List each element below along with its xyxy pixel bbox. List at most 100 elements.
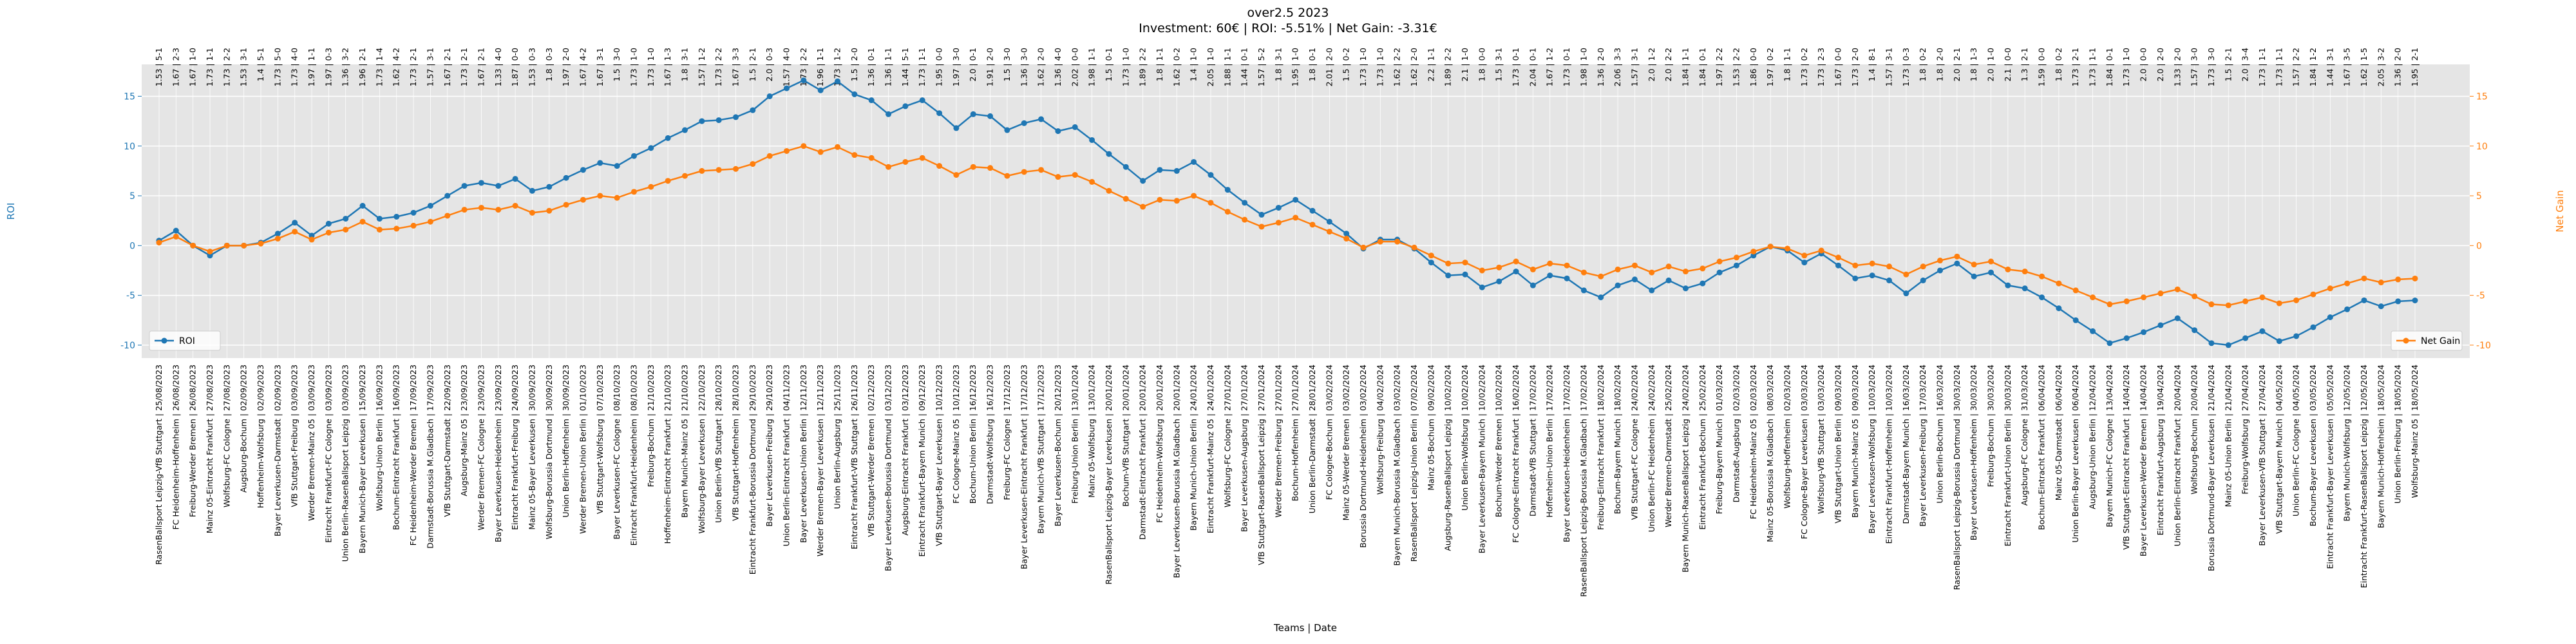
top-tick-label: 1.73 | 2-1 — [2070, 48, 2080, 86]
point — [2259, 328, 2266, 334]
x-tick-label: Werder Bremen-Mainz 05 | 03/09/2023 — [307, 365, 316, 521]
x-tick-label: RasenBallsport Leipzig-Union Berlin | 07… — [1409, 365, 1419, 562]
point — [1496, 278, 1502, 285]
point — [2174, 286, 2181, 292]
top-tick-label: 1.57 | 4-0 — [782, 48, 791, 86]
x-tick-label: Union Berlin-VfB Stuttgart | 28/10/2023 — [714, 365, 723, 523]
top-tick-label: 1.67 | 2-1 — [442, 48, 452, 86]
point — [1615, 282, 1621, 289]
x-tick-label: Wolfsburg-Borussia Dortmund | 30/09/2023 — [544, 365, 554, 539]
point — [461, 183, 468, 189]
point — [2225, 342, 2231, 348]
x-tick-label: RasenBallsport Leipzig-Borussia Dortmund… — [1952, 365, 1962, 590]
top-tick-label: 1.98 | 1-0 — [1578, 48, 1588, 86]
x-tick-label: FC Heidenheim-Werder Bremen | 17/09/2023 — [408, 365, 418, 545]
point — [2039, 273, 2045, 279]
x-tick-label: Werder Bremen-Freiburg | 27/01/2024 — [1273, 365, 1283, 518]
y-tick-label: 5 — [129, 191, 135, 202]
point — [1767, 243, 1774, 250]
point — [2157, 322, 2164, 328]
x-tick-label: Werder Bremen-FC Cologne | 23/09/2023 — [476, 365, 486, 531]
point — [2208, 340, 2215, 346]
x-tick-label: Bayern Munich-Hoffenheim | 18/05/2024 — [2376, 365, 2385, 528]
top-tick-label: 1.67 | 3-3 — [731, 48, 741, 86]
point — [1326, 218, 1332, 225]
point — [2022, 285, 2028, 292]
point — [292, 229, 298, 235]
point — [410, 209, 417, 216]
top-tick-label: 1.73 | 2-1 — [459, 48, 469, 86]
point — [1462, 271, 1468, 278]
x-tick-label: Mainz 05-Darmstadt | 06/04/2024 — [2054, 365, 2063, 500]
point — [987, 113, 994, 119]
x-tick-label: Werder Bremen-Union Berlin | 01/10/2023 — [578, 365, 587, 534]
point — [1038, 167, 1045, 173]
x-tick-label: VfB Stuttgart-Werder Bremen | 02/12/2023 — [866, 365, 876, 537]
top-tick-label: 1.97 | 0-2 — [1765, 48, 1775, 86]
point — [2090, 328, 2096, 334]
point — [1530, 282, 1536, 289]
top-tick-label: 1.36 | 3-0 — [1019, 48, 1028, 86]
x-tick-label: Eintracht Frankfurt-Heidenheim | 08/10/2… — [629, 365, 638, 545]
x-tick-label: Bayern Munich-RasenBallsport Leipzig | 2… — [1680, 365, 1690, 573]
x-tick-label: FC Cologne-Eintracht Frankfurt | 16/02/2… — [1511, 365, 1520, 543]
x-tick-label: Eintracht Frankfurt-Hoffenheim | 10/03/2… — [1884, 365, 1894, 544]
point — [2225, 302, 2231, 308]
point — [919, 155, 925, 161]
x-tick-label: Hoffenheim-Eintracht Frankfurt | 21/10/2… — [663, 365, 672, 544]
top-tick-label: 1.3 | 2-1 — [2020, 48, 2029, 81]
point — [784, 85, 790, 91]
point — [1106, 151, 1112, 157]
top-tick-label: 1.5 | 0-1 — [1104, 48, 1113, 81]
point — [597, 160, 603, 166]
point — [2310, 291, 2316, 298]
point — [376, 216, 383, 222]
point — [800, 143, 807, 149]
point — [936, 110, 943, 117]
point — [1937, 258, 1944, 264]
point — [1089, 178, 1095, 185]
x-tick-label: Bayer Leverkusen-Heidenheim | 17/02/2024 — [1562, 365, 1571, 542]
point — [902, 158, 909, 165]
point — [1343, 236, 1350, 242]
top-tick-label: 2.0 | 1-2 — [1647, 48, 1656, 81]
point — [580, 167, 586, 173]
point — [1106, 187, 1112, 194]
x-tick-label: Darmstadt-VfB Stuttgart | 17/02/2024 — [1528, 365, 1537, 516]
point — [1954, 253, 1960, 260]
y-tick-label: -10 — [120, 341, 135, 351]
y2-tick-label: 5 — [2476, 191, 2482, 202]
x-tick-label: Bayer Leverkusen-FC Cologne | 08/10/2023 — [612, 365, 621, 540]
chart-subtitle: Investment: 60€ | ROI: -5.51% | Net Gain… — [1139, 21, 1437, 35]
point — [427, 202, 433, 209]
x-tick-label: Eintracht Frankfurt-RasenBallsport Leipz… — [2359, 365, 2369, 588]
top-tick-label: 1.5 | 3-1 — [1494, 48, 1504, 81]
point — [292, 220, 298, 226]
point — [1716, 269, 1723, 276]
top-tick-label: 1.73 | 1-1 — [205, 48, 214, 86]
x-tick-label: Eintracht Frankfurt-Bayern Munich | 09/1… — [917, 365, 927, 557]
top-tick-label: 1.33 | 4-0 — [493, 48, 503, 86]
point — [1937, 267, 1944, 274]
x-tick-label: Bayer Leverkusen-VfB Stuttgart | 27/04/2… — [2257, 365, 2267, 546]
point — [2107, 340, 2113, 346]
top-tick-label: 1.62 | 2-0 — [1409, 48, 1419, 86]
x-tick-label: Bochum-VfB Stuttgart | 20/01/2024 — [1121, 365, 1130, 507]
top-tick-label: 1.73 | 1-1 — [917, 48, 927, 86]
point — [343, 227, 349, 233]
top-tick-label: 1.67 | 4-2 — [578, 48, 587, 86]
point — [1428, 260, 1434, 266]
point — [173, 227, 179, 234]
point — [2378, 303, 2384, 310]
top-tick-label: 1.5 | 2-1 — [748, 48, 757, 81]
point — [1258, 223, 1265, 230]
x-tick-label: Bayern Munich-Borussia M.Gladbach | 03/0… — [1392, 365, 1402, 566]
point — [766, 93, 773, 99]
top-tick-label: 1.8 | 2-0 — [1935, 48, 1945, 82]
x-tick-label: Wolfsburg-FC Cologne | 27/08/2023 — [222, 365, 231, 507]
legend-label: ROI — [179, 336, 195, 346]
point — [1700, 280, 1706, 287]
top-tick-label: 1.73 | 2-0 — [1850, 48, 1860, 86]
top-tick-label: 2.0 | 0-0 — [2139, 48, 2148, 82]
